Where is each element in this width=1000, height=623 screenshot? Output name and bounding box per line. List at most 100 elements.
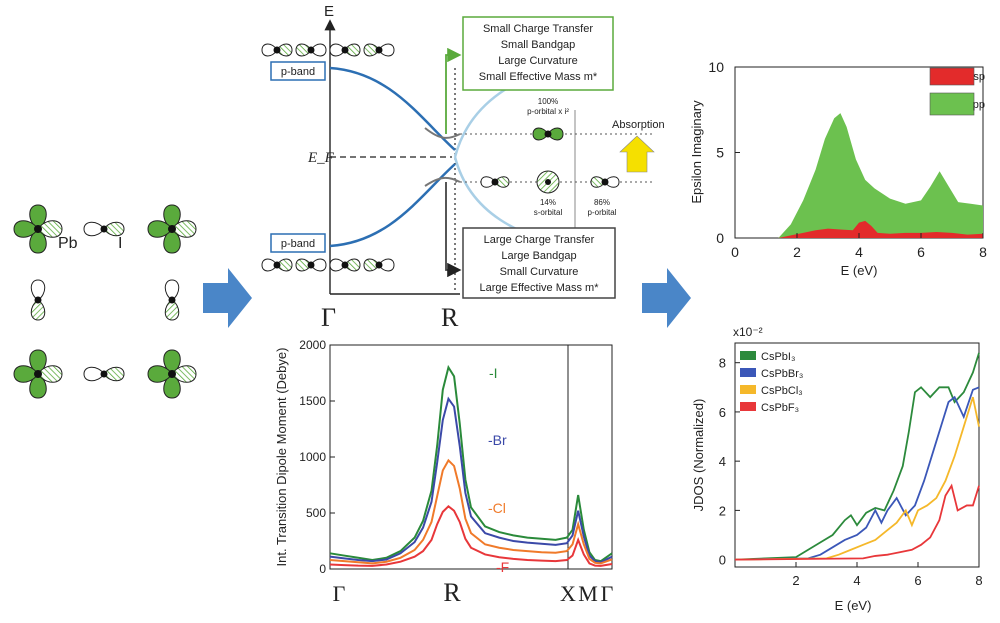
chain-atom-1-3 — [375, 46, 383, 54]
i-lobe-b-2 — [103, 366, 125, 382]
dipole-xtick-label-3: M — [578, 581, 598, 606]
jdos-ytick-label-1: 2 — [719, 503, 726, 518]
vbm-lobe-l2-shape — [590, 176, 606, 188]
pb-lobe-left-2 — [147, 220, 173, 238]
pb-lobe-up-2 — [163, 204, 181, 230]
chain-lobe-l-1-2 — [329, 43, 346, 57]
lower-p-band — [329, 163, 456, 248]
chain-lobe-r-2-1 — [310, 258, 327, 272]
vbm-lobe-r2-shape — [604, 176, 620, 188]
dipole-series-label-3: -F — [496, 559, 509, 575]
chain-lobe-l-1-3 — [363, 43, 380, 57]
pband-top-label: p-band — [281, 66, 315, 78]
i-lobe-b-3-shape — [30, 299, 46, 321]
chain-lobe-r-2-2 — [344, 258, 361, 272]
dipole-ytick-label-1: 500 — [306, 506, 326, 520]
pb-lobe-left-4 — [147, 365, 173, 383]
chain-atom-2-3 — [375, 261, 383, 269]
cbm-lobe-l-shape — [532, 127, 549, 141]
epsilon-area-pp — [778, 113, 983, 238]
r-label: R — [441, 303, 459, 332]
chain-lobe-l-2-3-shape — [363, 258, 380, 272]
chain-lobe-l-1-3-shape — [363, 43, 380, 57]
eps-ytick-label-2: 10 — [708, 59, 724, 75]
absorption-label: Absorption — [612, 119, 665, 131]
pb-lobe-up-1-shape — [29, 204, 47, 230]
dipole-ytick-label-0: 0 — [319, 562, 326, 576]
pb-atom-3 — [34, 370, 42, 378]
jdos-series-0 — [734, 352, 980, 561]
chain-lobe-r-2-2-shape — [344, 258, 361, 272]
chain-lobe-r-2-1-shape — [310, 258, 327, 272]
pb-lobe-right-3 — [37, 365, 63, 383]
pb-lobe-right-1 — [37, 220, 63, 238]
chain-atom-1-0 — [273, 46, 281, 54]
pband-bottom-box — [270, 233, 326, 253]
pb-atom-2 — [168, 225, 176, 233]
legend-swatch-pp — [929, 92, 975, 116]
cbm-lobe-l — [532, 127, 549, 141]
pb-lobe-right-2 — [171, 220, 197, 238]
legend-label-sp: sp — [973, 71, 985, 83]
jdos-xtick-label-3: 8 — [975, 573, 982, 588]
box-top-line-1: Small Charge Transfer — [483, 23, 593, 35]
i-lobe-b-1 — [103, 221, 125, 237]
eps-ytick-label-1: 5 — [716, 145, 724, 161]
chain-atom-1-1 — [307, 46, 315, 54]
fermi-label: E_F — [307, 150, 335, 166]
i-atom-1 — [100, 225, 108, 233]
jdos-legend-label-1: CsPbBr₃ — [761, 368, 803, 380]
lower-p-pct: 86% — [594, 198, 610, 207]
box-bottom-line-1: Large Charge Transfer — [484, 234, 595, 246]
epsilon-legend: sp pp — [929, 67, 985, 116]
pb-lobe-left-1-shape — [13, 220, 39, 238]
dipole-ytick-label-2: 1000 — [299, 450, 326, 464]
epsilon-area-sp — [778, 220, 983, 238]
i-lobe-b-4 — [164, 299, 180, 321]
small-transfer-box — [462, 16, 614, 91]
eps-xtick-label-1: 2 — [793, 244, 801, 260]
box-top-line-2: Small Bandgap — [501, 39, 576, 51]
pb-atom-4 — [168, 370, 176, 378]
jdos-legend-swatch-1 — [740, 368, 756, 377]
pb-lobe-up-1 — [29, 204, 47, 230]
box-bottom-line-2: Large Bandgap — [501, 250, 576, 262]
chain-lobe-l-2-1-shape — [295, 258, 312, 272]
jdos-ytick-label-2: 4 — [719, 454, 726, 469]
i-lobe-a-1-shape — [83, 221, 105, 237]
pb-lobe-down-3-shape — [29, 373, 47, 399]
jdos-legend-swatch-0 — [740, 351, 756, 360]
eps-ytick-label-0: 0 — [716, 230, 724, 246]
flow-arrow-right — [642, 268, 691, 328]
jdos-series-3 — [734, 483, 980, 561]
chain-lobe-l-2-2-shape — [329, 258, 346, 272]
pb-lobe-down-1-shape — [29, 228, 47, 254]
i-lobe-a-4 — [164, 279, 180, 301]
pb-lobe-up-4-shape — [163, 349, 181, 375]
eps-xtick-label-4: 8 — [979, 244, 987, 260]
jdos-xlabel: E (eV) — [835, 598, 872, 613]
epsilon-ylabel: Epsilon Imaginary — [689, 100, 704, 204]
s-orbital-atom — [545, 179, 551, 185]
chain-lobe-l-1-0-shape — [261, 43, 278, 57]
cbm-lobe-r-shape — [547, 127, 564, 141]
chain-atom-2-2 — [341, 261, 349, 269]
chain-lobe-l-2-0-shape — [261, 258, 278, 272]
vbm-atom-2 — [601, 178, 609, 186]
jdos-ytick-label-4: 8 — [719, 356, 726, 371]
dipole-xtick-label-1: R — [443, 578, 461, 607]
chain-lobe-r-2-0 — [276, 258, 293, 272]
box-bottom-line-4: Large Effective Mass m* — [479, 282, 599, 294]
cbm-atom — [544, 130, 552, 138]
energy-axis-label: E — [324, 3, 334, 20]
i-lobe-a-2-shape — [83, 366, 105, 382]
pb-lobe-left-2-shape — [147, 220, 173, 238]
pb-lobe-right-3-shape — [37, 365, 63, 383]
chain-atom-2-0 — [273, 261, 281, 269]
pb-label: Pb — [58, 235, 78, 252]
jdos-legend-swatch-2 — [740, 385, 756, 394]
lower-p-desc: p-orbital — [588, 208, 617, 217]
pb-lobe-down-1 — [29, 228, 47, 254]
pb-lobe-right-4 — [171, 365, 197, 383]
pband-top-box — [270, 61, 326, 81]
